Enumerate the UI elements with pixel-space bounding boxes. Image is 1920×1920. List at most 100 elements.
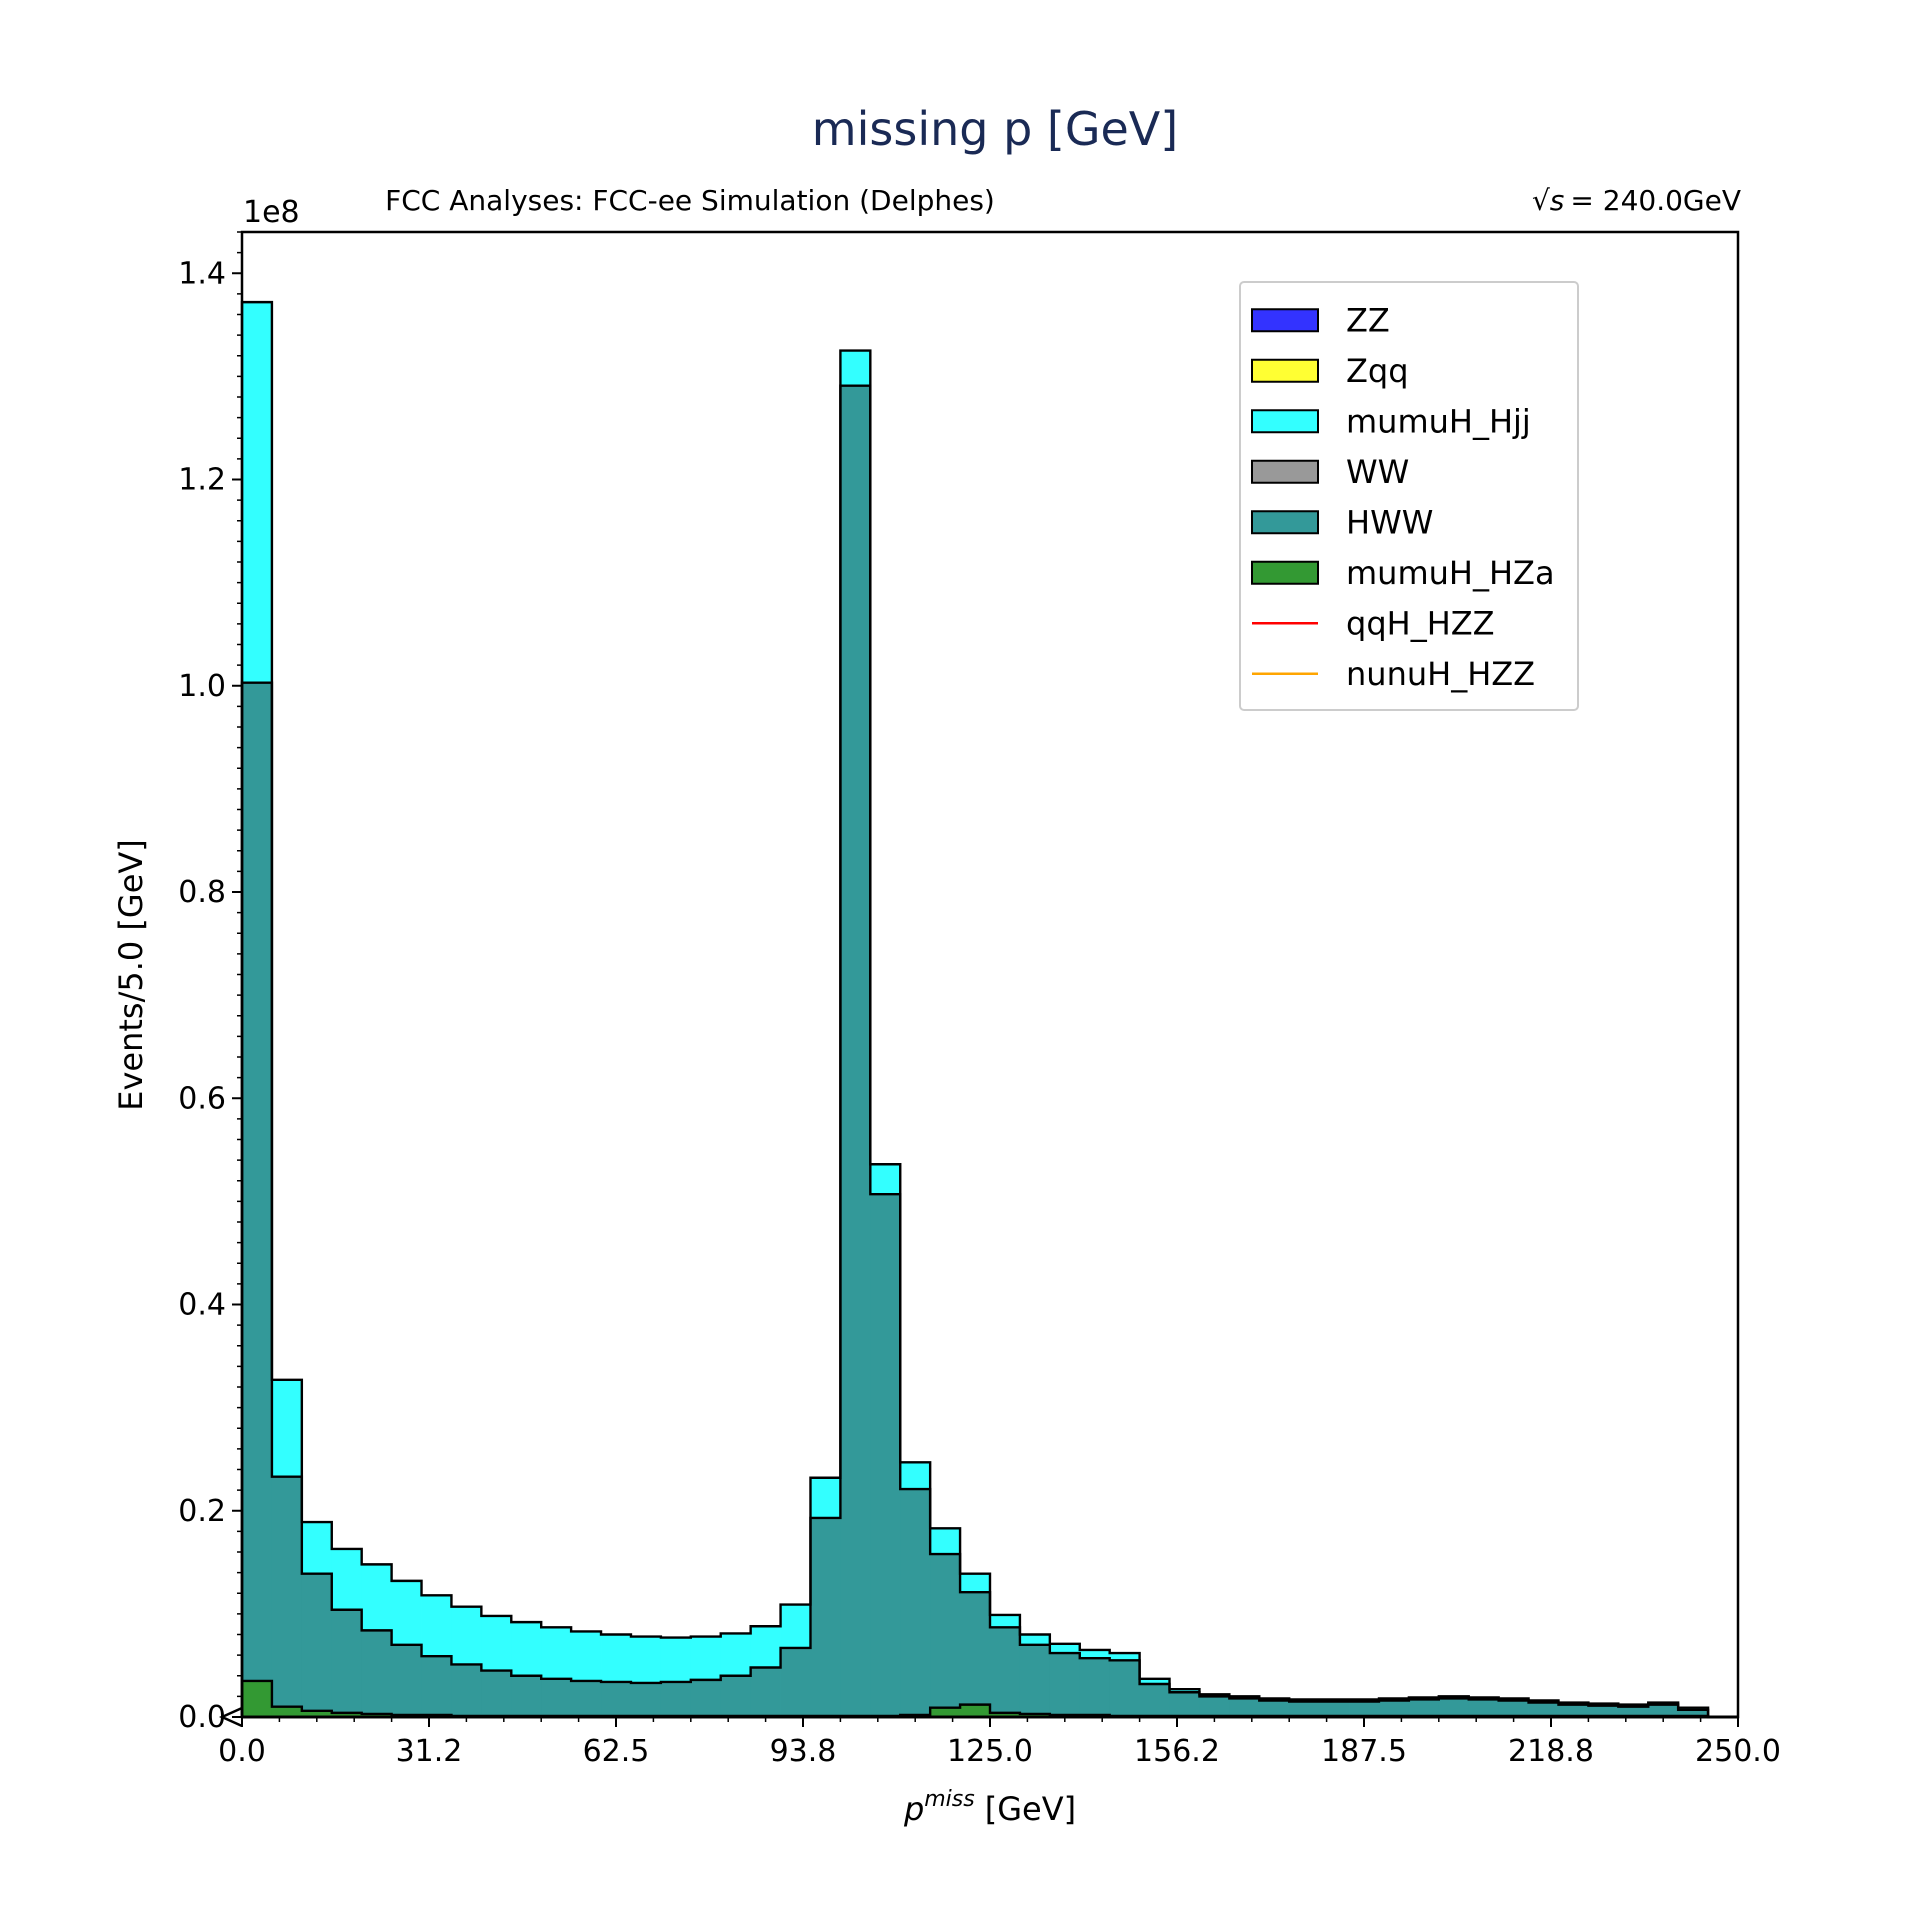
bar-hww-8 — [481, 1670, 512, 1717]
x-tick-label: 187.5 — [1321, 1734, 1407, 1769]
bar-hww-33 — [1229, 1698, 1260, 1717]
x-tick-label: 93.8 — [770, 1734, 837, 1769]
y-axis-multiplier: 1e8 — [243, 195, 300, 230]
x-tick-label: 156.2 — [1134, 1734, 1220, 1769]
bar-hww-4 — [361, 1630, 392, 1718]
bar-hww-45 — [1588, 1705, 1619, 1717]
legend-label-mumuh-hjj: mumuH_Hjj — [1346, 402, 1531, 440]
sqrt-s-value: = 240.0GeV — [1570, 184, 1741, 217]
bar-hww-20 — [840, 385, 871, 1717]
bar-hww-3 — [331, 1609, 363, 1717]
x-axis-label: pmiss [GeV] — [903, 1787, 1076, 1828]
outline-hww — [240, 384, 1738, 1719]
bar-hww-34 — [1259, 1700, 1290, 1717]
y-tick-label: 0.6 — [178, 1081, 226, 1116]
bar-hww-41 — [1468, 1699, 1500, 1717]
bar-hww-38 — [1378, 1700, 1410, 1717]
bar-hww-48 — [1678, 1709, 1709, 1717]
bar-hww-32 — [1199, 1696, 1230, 1718]
bar-hww-17 — [750, 1667, 781, 1717]
bar-hww-39 — [1408, 1699, 1440, 1717]
legend: ZZ Zqq mumuH_Hjj WW HWW mumuH_HZa qqH_HZZ nunuH… — [1239, 281, 1579, 711]
svg-text:pmiss[GeV]: pmiss [GeV] — [903, 1787, 1076, 1828]
legend-swatch-hww — [1251, 510, 1319, 535]
legend-frame — [1239, 281, 1579, 711]
legend-label-nunuh-hzz: nunuH_HZZ — [1346, 655, 1535, 693]
bar-hww-40 — [1438, 1698, 1470, 1717]
bar-mumuh-hza-0 — [242, 1680, 273, 1717]
bar-hww-25 — [990, 1627, 1021, 1717]
bar-mumuh-hza-24 — [960, 1704, 991, 1718]
x-tick-label: 0.0 — [218, 1734, 266, 1769]
bar-hww-23 — [930, 1554, 961, 1717]
bar-hww-15 — [690, 1679, 722, 1718]
y-tick-label: 1.0 — [178, 669, 226, 704]
y-tick-label: 0.0 — [178, 1700, 226, 1735]
bar-hww-0 — [242, 682, 273, 1718]
bar-hww-13 — [630, 1682, 662, 1717]
bar-hww-11 — [571, 1680, 602, 1717]
bar-hww-19 — [810, 1517, 841, 1717]
bar-hww-29 — [1109, 1660, 1140, 1717]
x-axis-label-sup: miss — [924, 1787, 974, 1812]
y-tick-label: 1.4 — [178, 256, 226, 291]
sqrt-s-symbol: √s — [1532, 184, 1564, 217]
legend-label-ww: WW — [1346, 453, 1409, 491]
bar-hww-46 — [1618, 1706, 1649, 1717]
bar-mumuh-hza-4 — [361, 1713, 392, 1717]
y-tick-label: 0.8 — [178, 875, 226, 910]
bar-hww-30 — [1139, 1684, 1170, 1717]
x-tick-label: 250.0 — [1695, 1734, 1781, 1769]
bar-hww-42 — [1498, 1700, 1529, 1717]
bar-mumuh-hza-1 — [271, 1706, 303, 1717]
svg-text:√s= 240.0GeV: √s = 240.0GeV — [1532, 184, 1741, 217]
x-tick-label: 62.5 — [583, 1734, 650, 1769]
bar-hww-2 — [301, 1573, 333, 1717]
bar-mumuh-hza-3 — [331, 1712, 363, 1718]
y-axis-zero-marker — [218, 1706, 243, 1728]
bar-hww-47 — [1648, 1704, 1679, 1718]
bar-hww-21 — [870, 1194, 901, 1717]
bar-hww-18 — [780, 1647, 811, 1717]
bar-hww-7 — [451, 1664, 482, 1717]
bar-mumuh-hza-25 — [990, 1712, 1021, 1718]
bar-hww-31 — [1169, 1692, 1200, 1717]
bar-hww-1 — [271, 1476, 303, 1717]
bar-hww-36 — [1319, 1701, 1350, 1717]
legend-swatch-mumuh-hjj — [1251, 409, 1319, 434]
bar-hww-43 — [1528, 1702, 1559, 1717]
y-axis-label: Events/5.0 [GeV] — [112, 839, 150, 1111]
bar-hww-12 — [601, 1681, 632, 1717]
x-axis-ticks: 0.0 31.2 62.5 93.8 125.0 156.2 187.5 218.8 250.0 — [218, 1717, 1781, 1769]
legend-swatch-ww — [1251, 459, 1319, 484]
bar-hww-35 — [1289, 1701, 1320, 1717]
legend-label-zqq: Zqq — [1346, 352, 1409, 390]
bar-mumuh-hza-23 — [930, 1707, 961, 1717]
legend-label-mumuh-hza: mumuH_HZa — [1346, 554, 1555, 592]
y-axis-ticks: 0.0 0.2 0.4 0.6 0.8 1.0 1.2 1.4 — [178, 231, 242, 1735]
legend-label-hww: HWW — [1346, 503, 1433, 541]
bar-hww-44 — [1558, 1704, 1589, 1718]
bar-hww-22 — [900, 1489, 931, 1717]
bar-hww-28 — [1079, 1658, 1111, 1717]
bar-hww-9 — [511, 1675, 542, 1717]
y-tick-label: 0.2 — [178, 1494, 226, 1529]
bar-hww-16 — [720, 1675, 752, 1717]
legend-swatch-zz — [1251, 308, 1319, 333]
x-axis-label-main: p — [903, 1790, 924, 1828]
bar-mumuh-hza-2 — [301, 1710, 333, 1717]
y-tick-label: 0.4 — [178, 1288, 226, 1323]
x-axis-label-unit: [GeV] — [985, 1790, 1076, 1828]
legend-label-zz: ZZ — [1346, 301, 1390, 339]
legend-swatch-zqq — [1251, 358, 1319, 383]
chart-subtitle-left: FCC Analyses: FCC-ee Simulation (Delphes… — [385, 184, 995, 217]
x-tick-label: 218.8 — [1508, 1734, 1594, 1769]
histogram-bars — [242, 302, 1709, 1718]
bar-hww-6 — [421, 1656, 452, 1717]
bar-hww-10 — [541, 1678, 572, 1717]
bar-hww-37 — [1349, 1701, 1380, 1717]
legend-swatch-mumuh-hza — [1251, 560, 1319, 585]
x-tick-label: 31.2 — [396, 1734, 463, 1769]
chart-subtitle-right: √s = 240.0GeV — [1532, 184, 1741, 217]
